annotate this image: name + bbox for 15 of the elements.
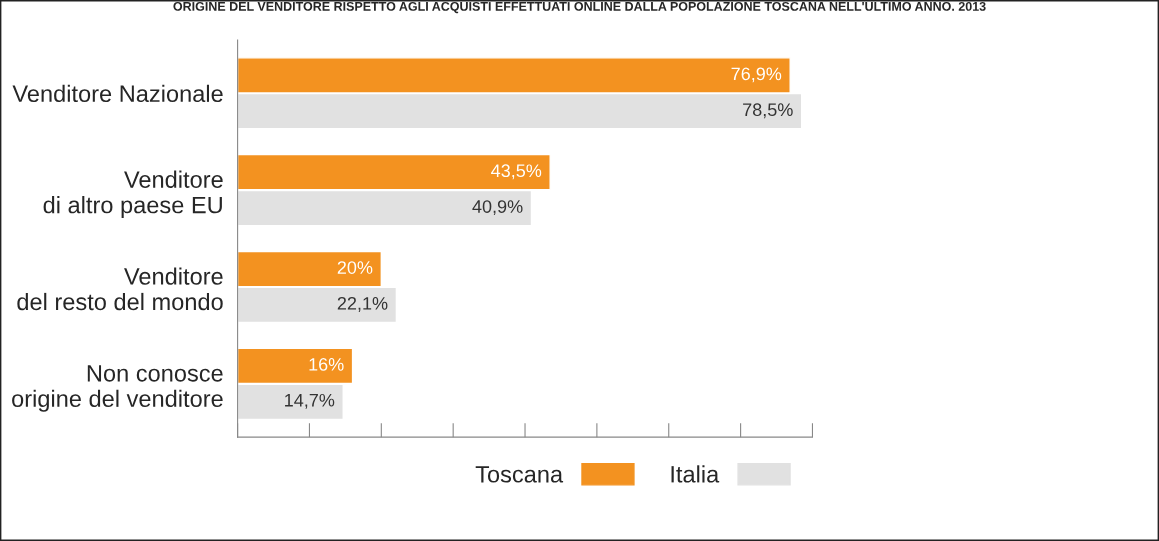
y-tick-label: Non conosce origine del venditore — [12, 365, 223, 412]
chart-title: ORIGINE DEL VENDITORE RISPETTO AGLI ACQUISTI EFFETTUATI ONLINE DALLA POPOLAZIONE TOSCANA NELL'ULTIMO ANNO. 2013 — [173, 1, 986, 14]
data-label: 78,5% — [743, 103, 793, 119]
data-label: 22,1% — [337, 296, 388, 312]
y-tick-label: Venditore Nazionale — [12, 84, 223, 103]
data-label: 16% — [309, 358, 344, 371]
data-label: 43,5% — [491, 164, 542, 180]
data-label: 76,9% — [731, 67, 782, 83]
y-tick-label: Venditore di altro paese EU — [43, 170, 223, 219]
legend-label: Italia — [671, 465, 720, 483]
y-tick-label: Venditore del resto del mondo — [17, 267, 223, 311]
data-label: 40,9% — [472, 200, 523, 216]
legend-label: Toscana — [475, 466, 564, 483]
data-label: 14,7% — [285, 393, 335, 409]
data-label: 20% — [337, 261, 373, 274]
